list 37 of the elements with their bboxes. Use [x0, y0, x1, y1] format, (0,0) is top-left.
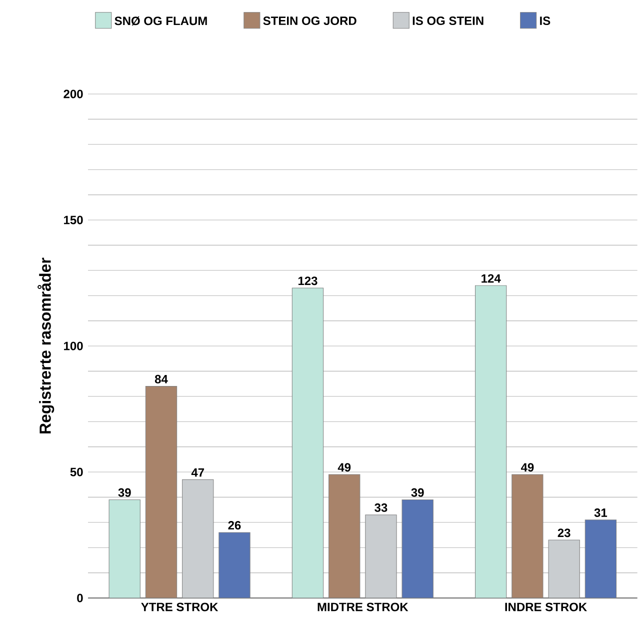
data-label: 49 [338, 463, 351, 472]
bar [108, 499, 140, 598]
y-axis-title: Registrerte rasområder [38, 258, 54, 434]
y-tick-label: 150 [64, 216, 83, 224]
bar [145, 386, 178, 598]
x-tick-label: INDRE STROK [505, 602, 587, 612]
data-label: 23 [558, 528, 570, 538]
y-tick-label: 100 [64, 342, 83, 350]
x-tick-label: YTRE STROK [141, 602, 218, 612]
x-tick-label: MIDTRE STROK [318, 602, 408, 612]
data-label: 31 [594, 508, 608, 517]
data-label: 123 [298, 276, 318, 286]
bar [475, 285, 507, 598]
legend-label: SNØ OG FLAUM [114, 16, 207, 26]
data-label: 124 [482, 274, 501, 283]
data-label: 33 [374, 503, 388, 512]
bar [292, 288, 324, 598]
bar [365, 514, 397, 598]
bar [548, 540, 580, 598]
data-label: 39 [411, 488, 424, 497]
bar [402, 499, 434, 598]
bar [584, 520, 617, 598]
data-label: 26 [228, 521, 241, 530]
bar [218, 532, 250, 598]
data-label: 39 [118, 488, 131, 497]
legend-label: IS OG STEIN [412, 16, 484, 26]
legend-label: IS [540, 16, 550, 26]
legend-label: STEIN OG JORD [263, 16, 356, 26]
y-tick-label: 200 [64, 90, 83, 98]
data-label: 49 [520, 463, 534, 472]
data-label: 84 [154, 374, 168, 384]
bar [182, 479, 214, 598]
y-tick-label: 50 [70, 468, 83, 476]
bar [328, 474, 360, 598]
data-label: 47 [191, 468, 204, 477]
y-tick-label: 0 [77, 594, 83, 602]
bar [512, 474, 544, 598]
